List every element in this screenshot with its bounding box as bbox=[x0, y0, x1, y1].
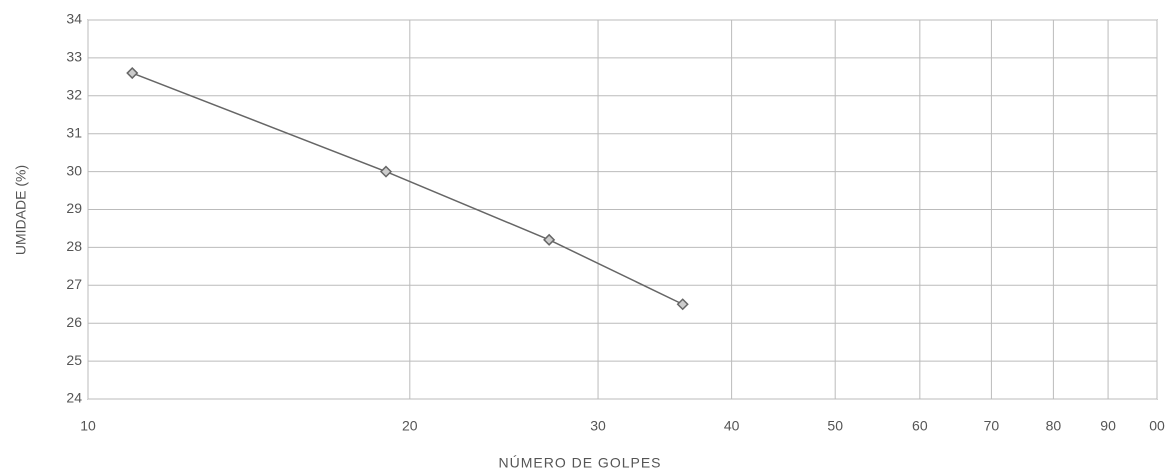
data-point bbox=[543, 233, 556, 246]
x-tick-label: 30 bbox=[590, 418, 606, 434]
y-tick-label: 32 bbox=[66, 87, 82, 103]
x-tick-label: 40 bbox=[724, 418, 740, 434]
x-tick-label: 80 bbox=[1046, 418, 1062, 434]
y-tick-label: 29 bbox=[66, 200, 82, 216]
y-tick-label: 24 bbox=[66, 390, 82, 406]
y-tick-label: 27 bbox=[66, 276, 82, 292]
y-tick-label: 26 bbox=[66, 314, 82, 330]
x-tick-label: 90 bbox=[1100, 418, 1116, 434]
data-point bbox=[379, 165, 393, 178]
x-tick-label: 20 bbox=[402, 418, 418, 434]
y-tick-label: 30 bbox=[66, 162, 82, 178]
x-tick-label: 00 bbox=[1149, 418, 1165, 434]
data-line bbox=[131, 72, 684, 305]
x-tick-label: 50 bbox=[827, 418, 843, 434]
y-tick-label: 31 bbox=[66, 124, 82, 140]
y-tick-label: 33 bbox=[66, 49, 82, 65]
y-tick-label: 34 bbox=[66, 11, 82, 27]
y-axis-label: UMIDADE (%) bbox=[13, 165, 29, 255]
y-tick-label: 28 bbox=[66, 238, 82, 254]
y-tick-label: 25 bbox=[66, 352, 82, 368]
data-point bbox=[676, 298, 689, 311]
data-point bbox=[126, 66, 139, 80]
x-tick-label: 60 bbox=[912, 418, 928, 434]
x-axis-label: NÚMERO DE GOLPES bbox=[498, 455, 661, 471]
x-tick-label: 70 bbox=[984, 418, 1000, 434]
x-tick-label: 10 bbox=[80, 418, 96, 434]
